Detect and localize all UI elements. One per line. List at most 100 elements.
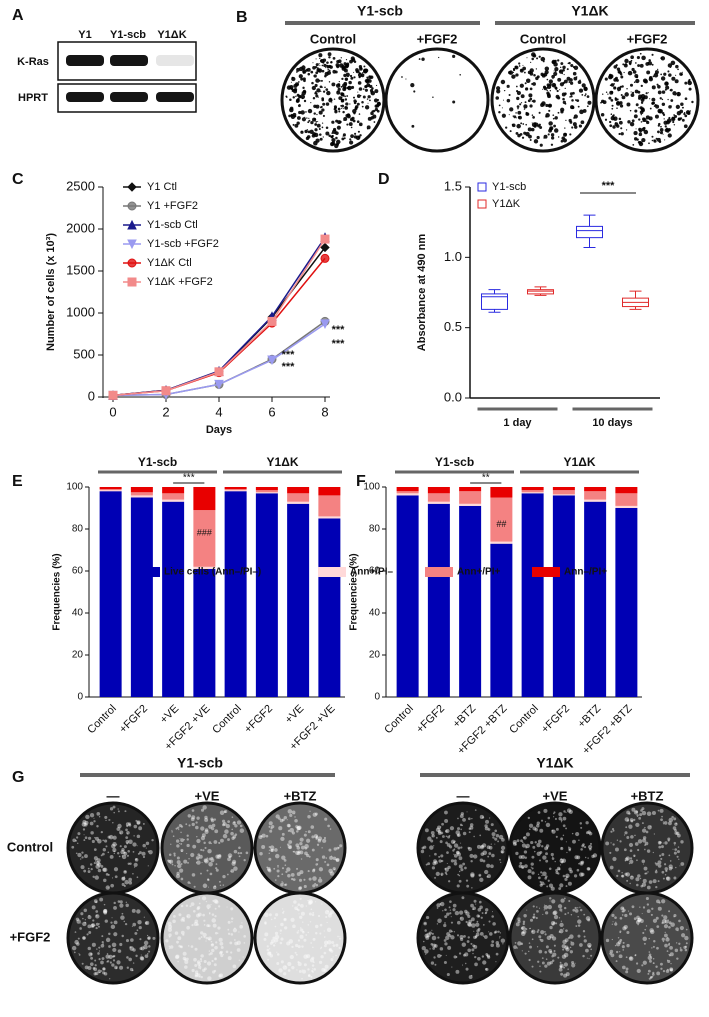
colony <box>563 79 568 84</box>
x-tick-label: +FGF2 <box>414 703 447 736</box>
colony <box>310 908 313 911</box>
colony <box>659 127 664 132</box>
bar-segment <box>396 487 419 492</box>
bar-segment <box>521 487 544 491</box>
colony <box>551 82 557 88</box>
colony <box>563 962 568 967</box>
colony <box>516 96 520 101</box>
colony <box>517 116 521 119</box>
colony <box>470 917 475 922</box>
colony <box>571 99 574 102</box>
colony <box>297 850 301 854</box>
colony <box>306 954 311 959</box>
colony <box>294 115 297 118</box>
colony <box>323 968 327 973</box>
colony <box>559 70 562 72</box>
colony <box>539 828 544 833</box>
colony <box>646 849 651 853</box>
colony <box>289 954 294 960</box>
colony <box>169 945 174 949</box>
colony <box>543 909 545 911</box>
colony <box>561 858 567 863</box>
colony <box>466 940 470 943</box>
colony <box>283 917 287 922</box>
colony <box>519 103 522 106</box>
colony <box>444 922 446 924</box>
colony <box>678 942 681 945</box>
colony <box>552 78 554 80</box>
bar-segment <box>615 493 638 506</box>
colony <box>539 883 543 887</box>
colony <box>664 943 668 948</box>
colony <box>572 71 577 76</box>
colony <box>330 957 334 961</box>
colony <box>577 80 582 85</box>
colony <box>303 79 306 83</box>
colony <box>661 98 664 101</box>
colony <box>324 86 326 89</box>
colony <box>167 921 172 926</box>
colony <box>337 107 341 111</box>
colony <box>611 938 613 941</box>
colony <box>119 900 123 904</box>
colony <box>565 972 570 977</box>
colony <box>647 955 653 961</box>
colony <box>515 73 519 77</box>
colony <box>311 913 315 917</box>
colony <box>96 824 99 828</box>
colony <box>458 910 464 915</box>
colony <box>638 132 643 137</box>
colony <box>554 67 559 72</box>
colony <box>548 79 553 84</box>
colony <box>633 854 636 857</box>
colony <box>102 867 107 872</box>
colony <box>581 83 586 88</box>
colony <box>465 920 468 924</box>
colony <box>672 826 677 830</box>
colony <box>546 87 549 89</box>
colony <box>165 939 169 943</box>
colony <box>181 850 183 853</box>
colony <box>194 947 198 951</box>
colony <box>638 140 642 145</box>
colony <box>197 905 201 910</box>
colony <box>193 957 197 962</box>
colony <box>581 844 585 848</box>
colony <box>569 133 572 136</box>
colony <box>460 917 462 919</box>
colony <box>647 825 652 830</box>
bar-segment <box>162 487 185 494</box>
colony <box>676 957 679 960</box>
colony <box>491 853 495 858</box>
colony <box>546 89 548 92</box>
colony <box>458 870 461 873</box>
colony <box>639 129 642 133</box>
colony <box>585 821 589 825</box>
colony <box>589 847 592 851</box>
colony <box>676 850 680 854</box>
colony <box>137 919 142 925</box>
colony <box>312 971 314 973</box>
colony <box>645 92 648 95</box>
colony <box>633 131 638 136</box>
colony <box>561 911 563 913</box>
colony <box>660 76 666 81</box>
colony <box>579 908 583 912</box>
colony <box>668 867 673 871</box>
colony <box>605 91 608 93</box>
colony <box>547 103 553 108</box>
colony <box>168 853 172 857</box>
colony <box>529 918 534 922</box>
bar-segment <box>130 497 153 697</box>
colony <box>468 975 473 979</box>
colony <box>315 63 319 67</box>
colony <box>190 902 195 907</box>
colony <box>674 828 677 832</box>
colony <box>84 965 89 970</box>
colony <box>658 841 662 844</box>
colony <box>655 862 659 866</box>
colony <box>108 932 111 936</box>
group-label: Y1ΔK <box>571 3 608 19</box>
colony <box>97 839 102 844</box>
bar-segment <box>287 493 310 502</box>
